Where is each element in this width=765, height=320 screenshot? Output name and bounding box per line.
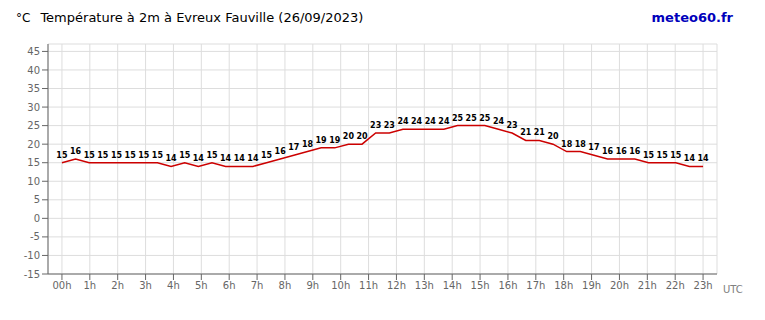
svg-text:14: 14 (165, 154, 177, 163)
svg-text:24: 24 (493, 117, 505, 126)
svg-text:19: 19 (329, 136, 341, 145)
svg-text:14: 14 (193, 154, 205, 163)
svg-text:18: 18 (575, 140, 587, 149)
svg-text:21h: 21h (638, 280, 657, 291)
svg-text:23: 23 (370, 121, 381, 130)
svg-text:7h: 7h (251, 280, 264, 291)
svg-text:24: 24 (425, 117, 437, 126)
svg-text:14: 14 (697, 154, 709, 163)
svg-text:-15: -15 (24, 269, 40, 280)
svg-text:16: 16 (602, 147, 614, 156)
svg-text:17: 17 (588, 143, 599, 152)
svg-text:14h: 14h (443, 280, 462, 291)
svg-text:2h: 2h (111, 280, 124, 291)
html-text:°C: °C (16, 11, 31, 25)
svg-text:24: 24 (438, 117, 450, 126)
svg-text:15: 15 (97, 151, 109, 160)
svg-text:18: 18 (561, 140, 573, 149)
svg-text:16: 16 (70, 147, 82, 156)
svg-text:17: 17 (288, 143, 299, 152)
svg-text:00h: 00h (52, 280, 71, 291)
svg-text:5h: 5h (195, 280, 208, 291)
svg-text:23: 23 (384, 121, 395, 130)
svg-text:21: 21 (520, 128, 532, 137)
svg-text:16: 16 (275, 147, 287, 156)
svg-text:0: 0 (34, 213, 40, 224)
svg-text:25: 25 (466, 114, 478, 123)
svg-text:10: 10 (27, 176, 40, 187)
svg-text:25: 25 (452, 114, 464, 123)
svg-text:11h: 11h (359, 280, 378, 291)
svg-text:19: 19 (316, 136, 328, 145)
svg-text:14: 14 (220, 154, 232, 163)
svg-text:-10: -10 (24, 250, 40, 261)
svg-text:6h: 6h (223, 280, 236, 291)
svg-text:15: 15 (138, 151, 150, 160)
svg-text:15: 15 (84, 151, 96, 160)
svg-text:21: 21 (534, 128, 546, 137)
svg-text:14: 14 (247, 154, 259, 163)
svg-text:4h: 4h (167, 280, 180, 291)
svg-text:15: 15 (125, 151, 137, 160)
svg-text:20: 20 (343, 132, 355, 141)
svg-text:9h: 9h (306, 280, 319, 291)
svg-text:16: 16 (616, 147, 628, 156)
svg-text:40: 40 (27, 65, 40, 76)
svg-text:18h: 18h (554, 280, 573, 291)
svg-text:15: 15 (261, 151, 273, 160)
html-text:meteo60.fr: meteo60.fr (651, 10, 733, 25)
svg-text:15: 15 (111, 151, 123, 160)
svg-text:25: 25 (27, 120, 40, 131)
html-text:Température à 2m à Evreux Fauv: Température à 2m à Evreux Fauville (26/0… (40, 10, 364, 25)
svg-text:22h: 22h (666, 280, 685, 291)
svg-text:3h: 3h (139, 280, 152, 291)
svg-text:15h: 15h (471, 280, 490, 291)
svg-text:45: 45 (27, 46, 40, 57)
svg-text:23: 23 (507, 121, 518, 130)
svg-text:16: 16 (629, 147, 641, 156)
svg-text:18: 18 (302, 140, 314, 149)
svg-text:23h: 23h (694, 280, 713, 291)
svg-text:17h: 17h (526, 280, 545, 291)
svg-text:24: 24 (411, 117, 423, 126)
svg-text:24: 24 (397, 117, 409, 126)
svg-text:15: 15 (27, 157, 40, 168)
svg-text:16h: 16h (498, 280, 517, 291)
svg-text:13h: 13h (415, 280, 434, 291)
svg-text:1h: 1h (83, 280, 96, 291)
svg-text:15: 15 (670, 151, 682, 160)
svg-text:10h: 10h (331, 280, 350, 291)
svg-text:15: 15 (56, 151, 68, 160)
svg-text:8h: 8h (279, 280, 292, 291)
svg-text:20h: 20h (610, 280, 629, 291)
svg-text:15: 15 (657, 151, 669, 160)
svg-text:20: 20 (27, 139, 40, 150)
svg-text:25: 25 (479, 114, 491, 123)
svg-text:5: 5 (34, 194, 40, 205)
svg-text:20: 20 (356, 132, 368, 141)
svg-text:35: 35 (27, 83, 40, 94)
svg-text:30: 30 (27, 102, 40, 113)
svg-text:12h: 12h (387, 280, 406, 291)
svg-text:UTC: UTC (723, 284, 743, 295)
svg-text:20: 20 (547, 132, 559, 141)
svg-text:15: 15 (206, 151, 218, 160)
svg-text:15: 15 (179, 151, 191, 160)
svg-text:14: 14 (234, 154, 246, 163)
svg-text:-5: -5 (30, 231, 40, 242)
svg-text:19h: 19h (582, 280, 601, 291)
svg-text:14: 14 (684, 154, 696, 163)
svg-text:15: 15 (643, 151, 655, 160)
svg-text:15: 15 (152, 151, 164, 160)
